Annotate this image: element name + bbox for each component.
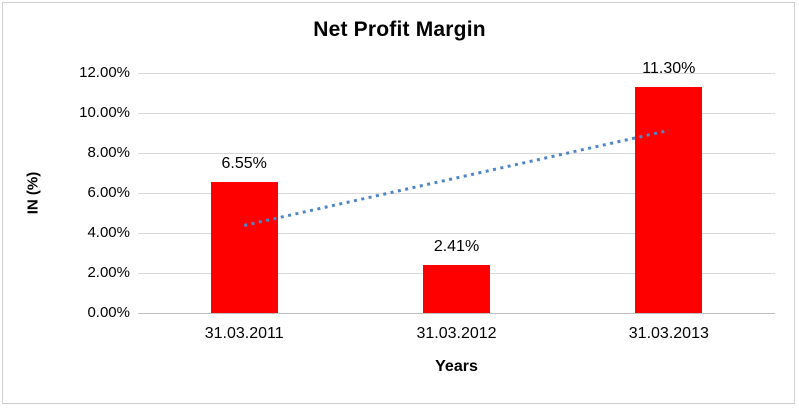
- x-tick-label: 31.03.2013: [628, 325, 709, 342]
- y-tick-label: 8.00%: [87, 144, 130, 161]
- y-axis-title: IN (%): [24, 171, 42, 215]
- bar-data-label: 2.41%: [433, 237, 480, 255]
- y-tick-label: 12.00%: [79, 64, 130, 81]
- bar-31.03.2013: [635, 87, 703, 313]
- y-tick-label: 0.00%: [87, 304, 130, 321]
- bar-31.03.2012: [423, 264, 490, 313]
- gridline: [138, 113, 775, 114]
- x-axis-title: Years: [435, 358, 478, 375]
- y-tick-label: 10.00%: [79, 104, 130, 121]
- bar-31.03.2011: [210, 182, 278, 313]
- x-tick-label: 31.03.2012: [416, 325, 497, 342]
- y-tick-label: 4.00%: [87, 224, 130, 241]
- bar-data-label: 11.30%: [642, 60, 696, 77]
- x-tick-label: 31.03.2011: [204, 325, 284, 342]
- gridline: [138, 233, 775, 234]
- x-axis-line: [138, 313, 775, 314]
- chart-title: Net Profit Margin: [313, 18, 486, 41]
- y-tick-label: 2.00%: [87, 264, 130, 281]
- bar-data-label: 6.55%: [221, 155, 267, 172]
- gridline: [138, 73, 775, 74]
- y-tick-label: 6.00%: [87, 184, 130, 201]
